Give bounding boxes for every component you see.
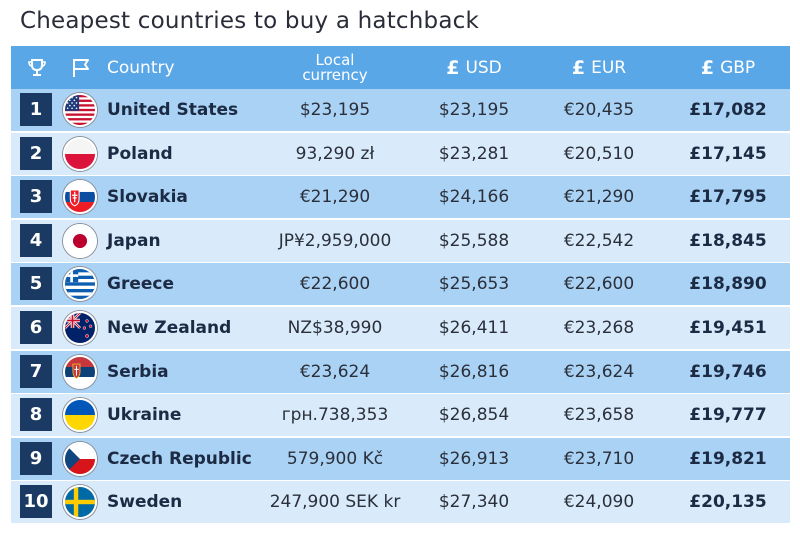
gbp-price: £17,795	[689, 187, 767, 208]
local-currency-price: €22,600	[299, 274, 371, 295]
trophy-icon	[26, 57, 48, 84]
usd-price: $26,816	[438, 361, 510, 382]
eur-price: €22,542	[563, 230, 635, 251]
local-currency-price: грн.738,353	[281, 405, 389, 426]
local-currency-price: NZ$38,990	[287, 318, 383, 338]
table-row: 1 United States $23,195 $23,195 €20,435 £17,0…	[11, 89, 790, 131]
eur-price: €24,090	[563, 492, 635, 513]
header-eur-label: EUR	[591, 57, 627, 78]
gbp-price: £18,845	[689, 230, 767, 251]
gbp-price: £19,746	[689, 361, 767, 382]
header-usd-symbol: £	[446, 56, 460, 79]
rank-badge: 2	[20, 136, 52, 170]
sk-flag-icon	[63, 180, 97, 215]
rank-badge: 6	[20, 311, 52, 344]
usd-price: $25,588	[438, 230, 510, 251]
header-eur-symbol: £	[571, 56, 586, 79]
rank-badge: 4	[20, 223, 52, 257]
gbp-price: £19,821	[689, 448, 767, 469]
gbp-price: £17,082	[689, 100, 767, 120]
table-row: 3 Slovakia €21,290 $24,166 €21,290 £17,795	[11, 176, 790, 219]
header-usd-label: USD	[465, 57, 502, 78]
se-flag-icon	[63, 485, 97, 520]
ranking-table: Country Local currency £ USD £ EUR £ GBP…	[11, 46, 790, 525]
local-currency-price: JP¥2,959,000	[278, 230, 392, 251]
rank-badge: 5	[20, 267, 52, 301]
header-local-line1: Local	[315, 50, 355, 69]
country-name: Serbia	[107, 361, 169, 382]
usd-price: $25,653	[438, 274, 510, 295]
rank-badge: 3	[20, 180, 52, 214]
rank-badge: 7	[20, 354, 52, 388]
header-gbp-label: GBP	[720, 57, 756, 78]
rs-flag-icon	[63, 354, 97, 389]
table-row: 4 Japan JP¥2,959,000 $25,588 €22,542 £18,845	[11, 219, 790, 262]
country-name: Ukraine	[107, 405, 182, 426]
rank-badge: 8	[20, 398, 52, 432]
country-name: New Zealand	[107, 318, 232, 338]
pl-flag-icon	[63, 136, 97, 171]
local-currency-price: €23,624	[299, 361, 371, 382]
usd-price: $26,854	[438, 405, 510, 426]
header-country: Country	[107, 57, 175, 78]
eur-price: €23,658	[563, 405, 635, 426]
eur-price: €23,624	[563, 361, 635, 382]
country-name: Poland	[107, 143, 173, 164]
table-header: Country Local currency £ USD £ EUR £ GBP	[11, 46, 790, 89]
gbp-price: £19,451	[689, 318, 767, 338]
local-currency-price: $23,195	[299, 100, 371, 120]
page-title: Cheapest countries to buy a hatchback	[20, 8, 479, 34]
cz-flag-icon	[63, 441, 97, 476]
usd-price: $27,340	[438, 492, 510, 513]
eur-price: €20,435	[563, 100, 635, 120]
local-currency-price: 93,290 zł	[295, 143, 375, 164]
header-usd: £ USD	[419, 46, 529, 89]
header-gbp: £ GBP	[669, 46, 787, 89]
usd-price: $26,411	[438, 318, 510, 338]
usd-price: $24,166	[438, 187, 510, 208]
rank-badge: 1	[20, 93, 52, 126]
gr-flag-icon	[63, 267, 97, 302]
header-local-line2: currency	[302, 65, 368, 84]
local-currency-price: 247,900 SEK kr	[269, 492, 401, 513]
ua-flag-icon	[63, 398, 97, 433]
eur-price: €22,600	[563, 274, 635, 295]
us-flag-icon	[63, 93, 97, 127]
header-eur: £ EUR	[539, 46, 659, 89]
table-row: 9 Czech Republic 579,900 Kč $26,913 €23,710 £…	[11, 437, 790, 480]
nz-flag-icon	[63, 311, 97, 345]
table-row: 2 Poland 93,290 zł $23,281 €20,510 £17,145	[11, 132, 790, 175]
local-currency-price: €21,290	[299, 187, 371, 208]
gbp-price: £18,890	[689, 274, 767, 295]
header-gbp-symbol: £	[700, 56, 715, 79]
table-row: 6 New Zealand NZ$38,990 $26,411 €23,268 £19,4…	[11, 307, 790, 349]
usd-price: $23,195	[438, 100, 510, 120]
table-row: 8 Ukraine грн.738,353 $26,854 €23,658 £19,777	[11, 394, 790, 437]
country-name: Slovakia	[107, 187, 188, 208]
usd-price: $26,913	[438, 448, 510, 469]
gbp-price: £20,135	[689, 492, 767, 513]
country-name: Greece	[107, 274, 175, 295]
jp-flag-icon	[63, 223, 97, 258]
table-row: 5 Greece €22,600 $25,653 €22,600 £18,890	[11, 263, 790, 306]
table-row: 10 Sweden 247,900 SEK kr $27,340 €24,090 £20,…	[11, 481, 790, 524]
country-name: Czech Republic	[107, 448, 252, 469]
eur-price: €20,510	[563, 143, 635, 164]
country-name: Japan	[107, 230, 161, 251]
header-local-currency: Local currency	[259, 46, 411, 89]
country-name: Sweden	[107, 492, 183, 513]
usd-price: $23,281	[438, 143, 510, 164]
local-currency-price: 579,900 Kč	[286, 448, 384, 469]
eur-price: €21,290	[563, 187, 635, 208]
flag-icon	[71, 57, 91, 84]
rank-badge: 9	[20, 441, 52, 475]
gbp-price: £19,777	[689, 405, 767, 426]
table-row: 7 Serbia €23,624 $26,816 €23,624 £19,746	[11, 350, 790, 393]
rank-badge: 10	[20, 485, 52, 519]
eur-price: €23,268	[563, 318, 635, 338]
gbp-price: £17,145	[689, 143, 767, 164]
country-name: United States	[107, 100, 239, 120]
eur-price: €23,710	[563, 448, 635, 469]
